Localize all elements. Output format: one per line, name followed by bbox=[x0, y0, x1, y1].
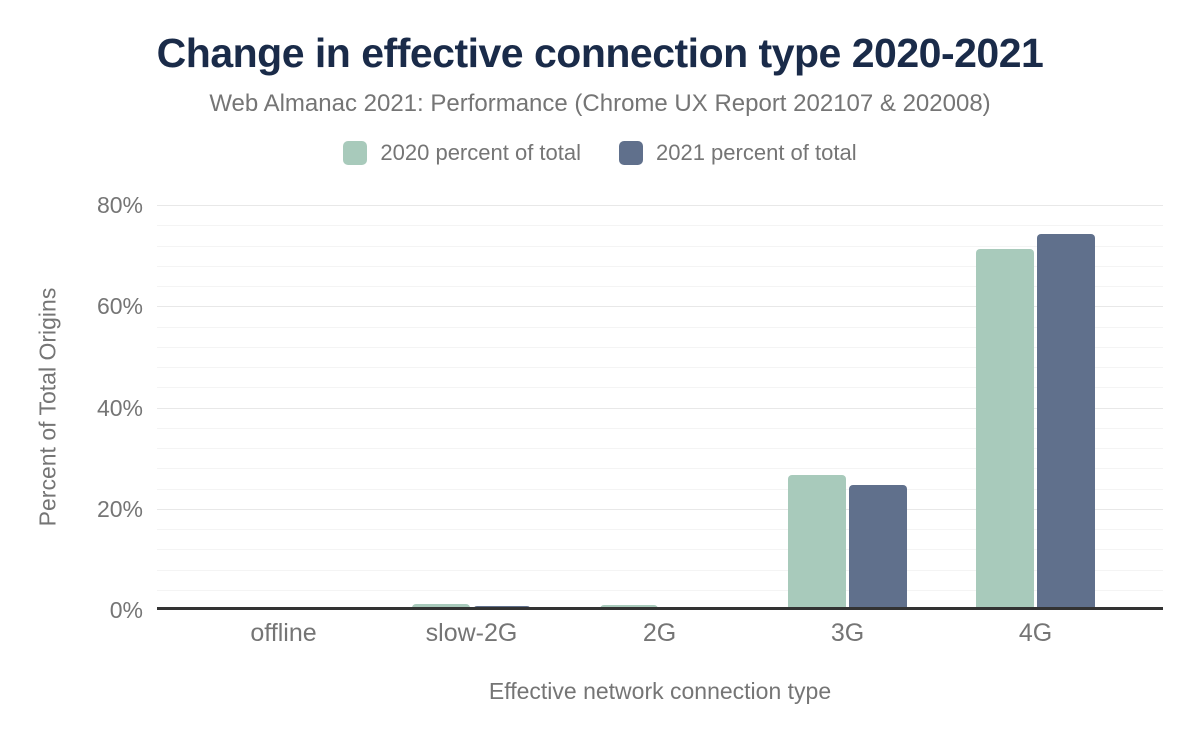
legend-swatch bbox=[619, 141, 643, 165]
gridline-minor bbox=[157, 286, 1163, 287]
gridline-minor bbox=[157, 387, 1163, 389]
gridline-minor bbox=[157, 488, 1163, 490]
legend-item: 2021 percent of total bbox=[619, 141, 857, 165]
x-tick-label: 3G bbox=[830, 619, 865, 647]
gridline-major bbox=[157, 205, 1163, 206]
x-tick-label: 2G bbox=[642, 619, 677, 647]
x-axis-baseline bbox=[157, 607, 1163, 610]
gridline-minor bbox=[157, 529, 1163, 530]
legend: 2020 percent of total 2021 percent of tot… bbox=[0, 141, 1200, 165]
bar-4G[interactable] bbox=[1037, 234, 1095, 610]
gridline-minor bbox=[157, 427, 1163, 429]
gridline-major bbox=[157, 508, 1163, 510]
legend-label: 2021 percent of total bbox=[656, 140, 857, 165]
legend-item: 2020 percent of total bbox=[343, 141, 581, 165]
gridline-minor bbox=[157, 549, 1163, 551]
legend-label: 2020 percent of total bbox=[380, 140, 581, 165]
gridline-minor bbox=[157, 468, 1163, 470]
bar-3G[interactable] bbox=[788, 474, 846, 610]
bar-3G[interactable] bbox=[849, 484, 907, 610]
gridline-major bbox=[157, 407, 1163, 409]
page-title: Change in effective connection type 2020… bbox=[156, 30, 1044, 76]
gridline-minor bbox=[157, 245, 1163, 247]
legend-swatch bbox=[343, 141, 368, 165]
chart-subtitle: Web Almanac 2021: Performance (Chrome UX… bbox=[209, 90, 991, 117]
x-tick-label: offline bbox=[250, 619, 317, 647]
gridline-minor bbox=[157, 326, 1163, 328]
x-tick-label: 4G bbox=[1018, 619, 1053, 647]
gridline-minor bbox=[157, 589, 1163, 591]
x-axis-title: Effective network connection type bbox=[488, 678, 832, 704]
gridline-major bbox=[157, 306, 1163, 308]
gridline-minor bbox=[157, 569, 1163, 571]
gridline-minor bbox=[157, 367, 1163, 368]
y-tick-label: 40% bbox=[96, 394, 143, 421]
y-tick-label: 0% bbox=[109, 597, 143, 623]
bar-4G[interactable] bbox=[976, 249, 1034, 610]
x-tick-label: slow-2G bbox=[425, 619, 518, 647]
y-tick-label: 20% bbox=[96, 495, 143, 522]
gridline-minor bbox=[157, 225, 1163, 227]
gridline-minor bbox=[157, 346, 1163, 348]
y-tick-label: 80% bbox=[96, 192, 143, 218]
y-tick-label: 60% bbox=[96, 293, 143, 320]
gridline-minor bbox=[157, 265, 1163, 267]
gridline-minor bbox=[157, 448, 1163, 449]
